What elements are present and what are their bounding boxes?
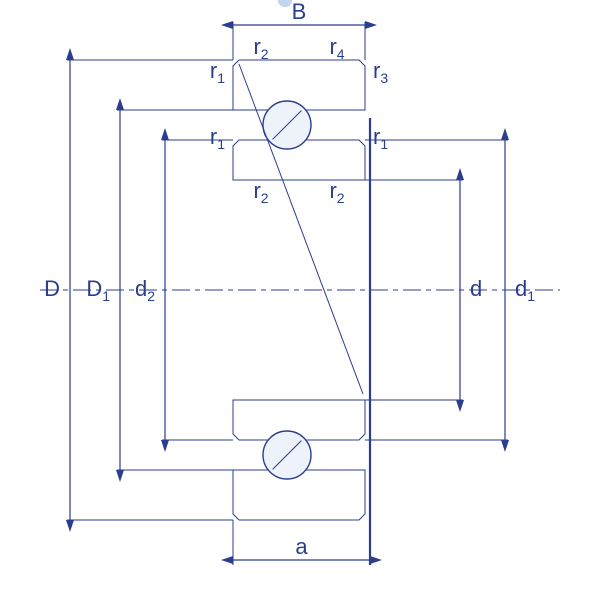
label-r2-ti: r2 bbox=[253, 178, 268, 206]
label-r2-tir: r2 bbox=[329, 178, 344, 206]
label-r3: r3 bbox=[373, 58, 388, 86]
label-r2-t: r2 bbox=[253, 34, 268, 62]
label-D1: D1 bbox=[86, 276, 110, 304]
label-r1-ti: r1 bbox=[210, 124, 225, 152]
label-d: d bbox=[470, 276, 482, 301]
label-r4: r4 bbox=[329, 34, 344, 62]
label-r1-tir: r1 bbox=[373, 124, 388, 152]
label-B: B bbox=[292, 0, 307, 24]
label-r1-tl: r1 bbox=[210, 58, 225, 86]
label-a: a bbox=[295, 534, 308, 559]
label-D: D bbox=[44, 276, 60, 301]
label-d1: d1 bbox=[515, 276, 535, 304]
label-d2: d2 bbox=[135, 276, 155, 304]
